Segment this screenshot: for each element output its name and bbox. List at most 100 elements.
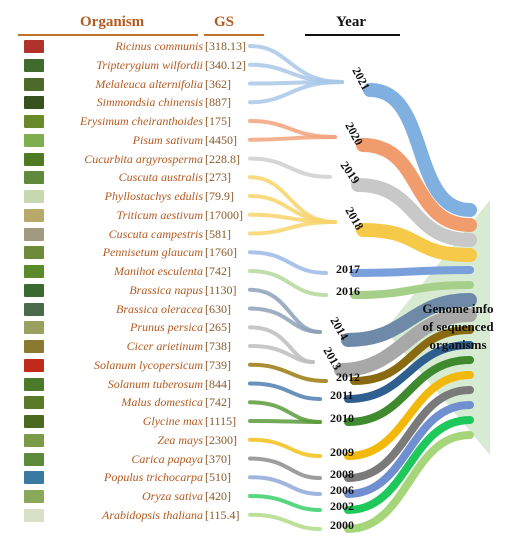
organism-header: Organism [80, 14, 145, 30]
organism-row: Carica papaya [370] [0, 451, 270, 471]
organism-thumbnail [24, 115, 44, 128]
organism-connector [248, 80, 344, 105]
genome-size: [742] [205, 264, 231, 278]
genome-size: [581] [205, 226, 231, 241]
organism-row: Malus domestica [742] [0, 394, 270, 414]
organism-row: Zea mays [2300] [0, 432, 270, 452]
year-ribbon-2010 [344, 356, 474, 426]
organism-name: Carica papaya [131, 451, 203, 466]
organism-name: Arabidopsis thaliana [101, 507, 203, 522]
year-ribbon-2019 [351, 178, 477, 247]
organism-row: Prunus persica [265] [0, 319, 270, 339]
organism-connector [248, 512, 322, 531]
organism-name: Populus trichocarpa [104, 470, 203, 485]
organism-thumbnail [24, 321, 44, 335]
organism-thumbnail [24, 227, 44, 241]
organism-thumbnail [24, 246, 44, 260]
organism-connector [248, 220, 337, 236]
organism-header-rule [18, 34, 198, 36]
organism-connector [248, 456, 322, 480]
year-header: Year [336, 14, 366, 30]
organism-row: Cicer arietinum [738] [0, 338, 270, 358]
year-label: 2012 [336, 370, 360, 384]
organism-thumbnail [24, 58, 44, 72]
organism-row: Oryza sativa [420] [0, 488, 270, 508]
genome-size: [340.12] [205, 57, 246, 72]
organism-name: Phyllostachys edulis [104, 189, 203, 203]
genome-size: [265] [205, 320, 231, 335]
organism-row: Ricinus communis [318.13] [0, 38, 270, 58]
organism-thumbnail [24, 133, 44, 147]
organism-row: Arabidopsis thaliana [115.4] [0, 507, 270, 527]
organism-name: Brassica napus [129, 282, 203, 297]
organism-name: Ricinus communis [115, 39, 203, 53]
organism-connector [248, 419, 322, 424]
organism-row: Melaleuca alternifolia [362] [0, 76, 270, 96]
organism-row: Brassica napus [1130] [0, 282, 270, 302]
organism-thumbnail [24, 452, 44, 466]
organism-thumbnail [24, 96, 44, 110]
organism-connector [248, 437, 322, 458]
organism-connector [248, 135, 337, 142]
organism-row: Solanum lycopersicum [739] [0, 357, 270, 377]
genome-info-callout: Genome info of sequenced organisms [408, 300, 508, 354]
organism-thumbnail [24, 208, 44, 222]
organism-row: Triticum aestivum [17000] [0, 207, 270, 227]
organism-thumbnail [24, 40, 44, 53]
organism-connector [248, 362, 328, 383]
organism-name: Pisum sativum [132, 132, 203, 147]
genome-size: [738] [205, 339, 231, 353]
year-ribbon-2016 [350, 281, 474, 299]
year-label: 2011 [330, 388, 353, 402]
organism-row: Populus trichocarpa [510] [0, 469, 270, 489]
organism-row: Glycine max [1115] [0, 413, 270, 433]
organism-name: Glycine max [142, 414, 203, 428]
organism-thumbnail [24, 377, 44, 391]
year-label: 2009 [330, 445, 354, 459]
organism-row: Solanum tuberosum [844] [0, 376, 270, 396]
genome-size: [370] [205, 451, 231, 466]
organism-name: Malus domestica [121, 395, 203, 410]
year-ribbon-2021 [363, 83, 477, 217]
organism-name: Triticum aestivum [116, 207, 203, 222]
organism-thumbnail [24, 471, 44, 485]
organism-name: Simmondsia chinensis [96, 95, 203, 110]
organism-thumbnail [24, 340, 44, 353]
organism-name: Prunus persica [130, 320, 203, 335]
year-label: 2002 [330, 499, 354, 513]
organism-name: Cucurbita argyrosperma [84, 151, 203, 166]
year-label: 2006 [330, 483, 354, 497]
genome-size: [1760] [205, 245, 237, 260]
organism-thumbnail [24, 396, 44, 410]
organism-row: Phyllostachys edulis [79.9] [0, 188, 270, 208]
organism-name: Erysimum cheiranthoides [80, 114, 203, 128]
organism-row: Pisum sativum [4450] [0, 132, 270, 152]
organism-thumbnail [24, 358, 44, 372]
genome-size: [115.4] [205, 507, 240, 522]
organism-name: Pennisetum glaucum [102, 245, 203, 260]
year-ribbon-2000 [344, 431, 474, 533]
organism-connector [248, 156, 332, 179]
year-label: 2016 [336, 284, 360, 298]
genome-size: [844] [205, 376, 231, 391]
organism-name: Cicer arietinum [126, 339, 203, 353]
organism-connector [248, 250, 328, 275]
organism-name: Oryza sativa [142, 489, 203, 503]
organism-thumbnail [24, 433, 44, 447]
genome-size: [1115] [205, 414, 237, 428]
callout-line-2: of sequenced [422, 319, 494, 334]
genome-size: [362] [205, 76, 231, 91]
organism-name: Tripterygium wilfordii [96, 57, 203, 72]
genome-size: [2300] [205, 432, 237, 447]
organism-thumbnail [24, 283, 44, 297]
organism-name: Brassica oleracea [116, 301, 203, 316]
year-ribbon-2002 [344, 416, 474, 514]
organism-thumbnail [24, 265, 44, 278]
organism-connector [248, 344, 315, 364]
organism-connector [248, 494, 322, 512]
year-ribbon-2012 [350, 326, 474, 385]
year-ribbon-2017 [350, 266, 474, 277]
year-label: 2000 [330, 518, 354, 532]
organism-row: Cuscuta campestris [581] [0, 226, 270, 246]
